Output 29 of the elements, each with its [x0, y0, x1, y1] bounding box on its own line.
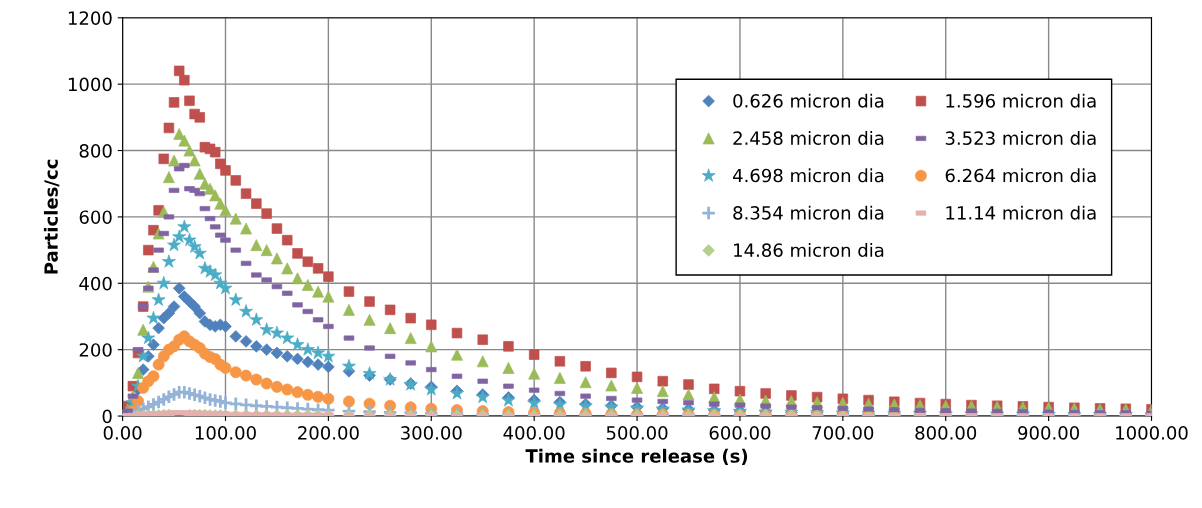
x-tick-label: 700.00: [812, 426, 874, 440]
y-tick-label: 800: [79, 144, 112, 158]
legend-label: 14.86 micron dia: [734, 243, 884, 257]
x-axis-title: Time since release (s): [525, 448, 748, 465]
legend-label: 11.14 micron dia: [946, 205, 1096, 220]
x-tick-label: 200.00: [298, 426, 359, 440]
x-tick-label: 600.00: [709, 426, 771, 440]
y-tick-label: 1000: [68, 77, 112, 92]
legend-label: 1.596 micron dia: [946, 93, 1096, 108]
legend-label: 6.264 micron dia: [945, 168, 1096, 183]
x-tick-label: 800.00: [915, 426, 977, 440]
y-axis-title: Particles/cc: [43, 159, 60, 274]
x-tick-label: 0.00: [103, 426, 142, 440]
legend-label: 3.523 micron dia: [945, 131, 1096, 145]
x-tick-label: 400.00: [503, 426, 565, 440]
x-tick-label: 1000.00: [1116, 426, 1188, 440]
legend-label: 4.698 micron dia: [732, 168, 884, 183]
x-tick-label: 100.00: [195, 426, 256, 440]
y-tick-label: 0: [102, 409, 112, 424]
legend-label: 8.354 micron dia: [733, 205, 884, 220]
y-tick-label: 400: [79, 276, 112, 291]
x-tick-label: 300.00: [401, 426, 462, 440]
x-tick-label: 900.00: [1018, 426, 1080, 440]
legend-label: 2.458 micron dia: [733, 131, 884, 145]
legend-label: 0.626 micron dia: [733, 93, 884, 108]
y-tick-label: 1200: [68, 11, 112, 25]
x-tick-label: 500.00: [606, 426, 668, 440]
y-tick-label: 600: [79, 210, 112, 225]
y-tick-label: 200: [79, 343, 112, 357]
